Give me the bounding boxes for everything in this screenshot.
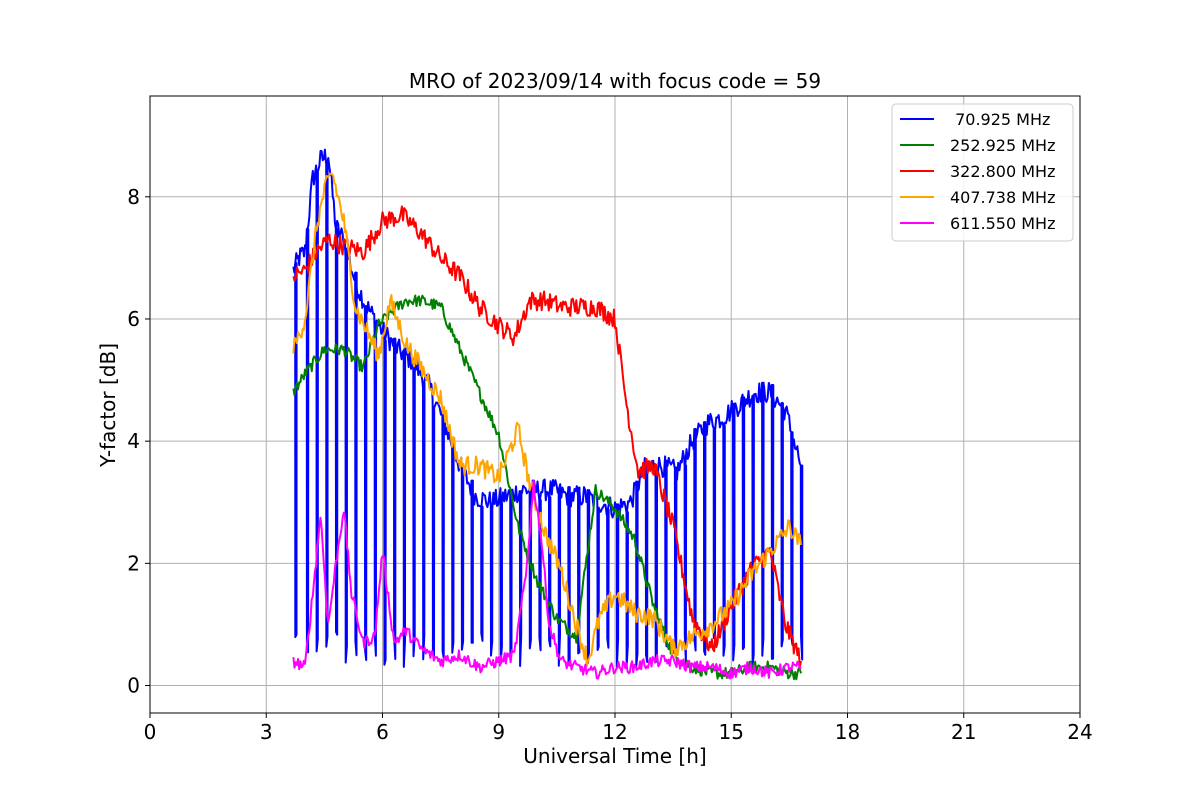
series-line <box>292 294 802 681</box>
series-line <box>292 148 804 668</box>
legend-label: 611.550 MHz <box>950 214 1055 233</box>
chart-title: MRO of 2023/09/14 with focus code = 59 <box>409 69 821 93</box>
y-tick-label: 8 <box>127 185 140 209</box>
y-tick-label: 4 <box>127 429 140 453</box>
series-line <box>292 479 802 680</box>
y-axis-label: Y-factor [dB] <box>96 343 120 468</box>
x-tick-label: 18 <box>835 720 860 744</box>
x-tick-label: 9 <box>492 720 505 744</box>
x-tick-label: 0 <box>144 720 157 744</box>
x-tick-label: 21 <box>951 720 976 744</box>
legend-label: 322.800 MHz <box>950 162 1055 181</box>
y-tick-label: 0 <box>127 674 140 698</box>
x-tick-label: 15 <box>719 720 744 744</box>
plot-area <box>292 148 804 681</box>
legend-label: 252.925 MHz <box>950 136 1055 155</box>
x-tick-label: 12 <box>602 720 627 744</box>
y-axis: 0 2 4 6 8 <box>127 185 150 698</box>
legend-box <box>891 103 1074 242</box>
series-line <box>292 205 802 668</box>
y-tick-label: 2 <box>127 551 140 575</box>
x-tick-label: 6 <box>376 720 389 744</box>
y-tick-label: 6 <box>127 307 140 331</box>
x-axis: 0 3 6 9 12 15 18 21 24 <box>144 713 1093 744</box>
x-tick-label: 24 <box>1067 720 1092 744</box>
series-line <box>292 172 802 668</box>
x-tick-label: 3 <box>260 720 273 744</box>
legend-label: 70.925 MHz <box>950 110 1050 129</box>
legend-label: 407.738 MHz <box>950 188 1055 207</box>
x-axis-label: Universal Time [h] <box>523 744 706 768</box>
legend: 70.925 MHz 252.925 MHz 322.800 MHz 407.738 … <box>891 103 1074 242</box>
